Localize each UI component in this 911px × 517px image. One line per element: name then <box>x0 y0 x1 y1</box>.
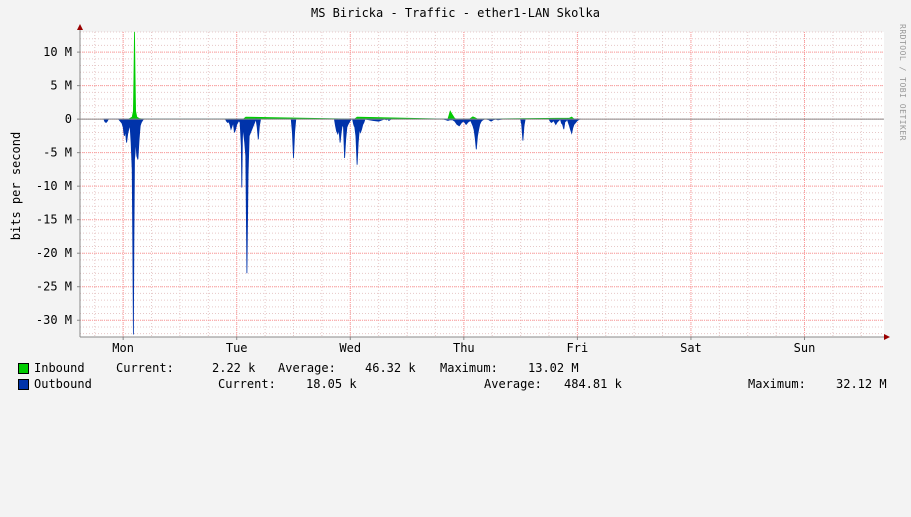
outbound-swatch <box>18 379 29 390</box>
y-tick-label: 5 M <box>50 79 72 93</box>
legend-inbound: Inbound Current: 2.22 k Average: 46.32 k… <box>18 361 579 375</box>
plot-area <box>80 32 884 337</box>
series-areas <box>103 31 581 335</box>
rrdtool-watermark: RRDTOOL / TOBI OETIKER <box>898 24 907 141</box>
legend-outbound-maximum-label: Maximum: <box>748 377 806 391</box>
legend-inbound-current-label: Current: <box>116 361 174 375</box>
legend-inbound-maximum-label: Maximum: <box>440 361 498 375</box>
inbound-swatch <box>18 363 29 374</box>
legend-inbound-name: Inbound <box>34 361 85 375</box>
y-tick-label: -15 M <box>36 213 72 227</box>
series-inbound <box>127 31 576 120</box>
y-tick-label: -20 M <box>36 246 72 260</box>
y-tick-label: 10 M <box>43 45 72 59</box>
major-grid <box>80 32 884 337</box>
x-tick-label: Sun <box>794 341 816 355</box>
legend-outbound: Outbound Current: 18.05 k Average: 484.8… <box>18 377 887 391</box>
y-tick-label: -5 M <box>43 146 72 160</box>
x-tick-label: Mon <box>112 341 134 355</box>
x-axis-arrow <box>884 334 890 340</box>
y-tick-label: 0 <box>65 112 72 126</box>
y-axis-arrow <box>77 24 83 30</box>
legend-inbound-current: 2.22 k <box>212 361 256 375</box>
y-tick-label: -30 M <box>36 313 72 327</box>
chart-title: MS Biricka - Traffic - ether1-LAN Skolka <box>311 6 600 20</box>
x-tick-label: Thu <box>453 341 475 355</box>
x-tick-labels: Mon Tue Wed Thu Fri Sat Sun <box>112 337 815 355</box>
y-tick-labels: 10 M 5 M 0 -5 M -10 M -15 M -20 M -25 M -30 M <box>36 45 80 327</box>
legend-outbound-current: 18.05 k <box>306 377 357 391</box>
legend-outbound-average-label: Average: <box>484 377 542 391</box>
x-tick-label: Fri <box>567 341 589 355</box>
legend-outbound-average: 484.81 k <box>564 377 622 391</box>
traffic-chart: 10 M 5 M 0 -5 M -10 M -15 M -20 M -25 M -30 M Mo… <box>36 24 890 355</box>
legend-outbound-current-label: Current: <box>218 377 276 391</box>
x-tick-label: Wed <box>339 341 361 355</box>
legend-inbound-average: 46.32 k <box>365 361 416 375</box>
y-tick-label: -25 M <box>36 280 72 294</box>
legend-outbound-name: Outbound <box>34 377 92 391</box>
graph-canvas: MS Biricka - Traffic - ether1-LAN Skolka… <box>9 6 907 391</box>
y-tick-label: -10 M <box>36 179 72 193</box>
x-tick-label: Tue <box>226 341 248 355</box>
legend-inbound-average-label: Average: <box>278 361 336 375</box>
legend-outbound-maximum: 32.12 M <box>836 377 887 391</box>
x-tick-label: Sat <box>680 341 702 355</box>
axes <box>77 24 890 340</box>
legend-inbound-maximum: 13.02 M <box>528 361 579 375</box>
series-outbound <box>103 117 581 335</box>
